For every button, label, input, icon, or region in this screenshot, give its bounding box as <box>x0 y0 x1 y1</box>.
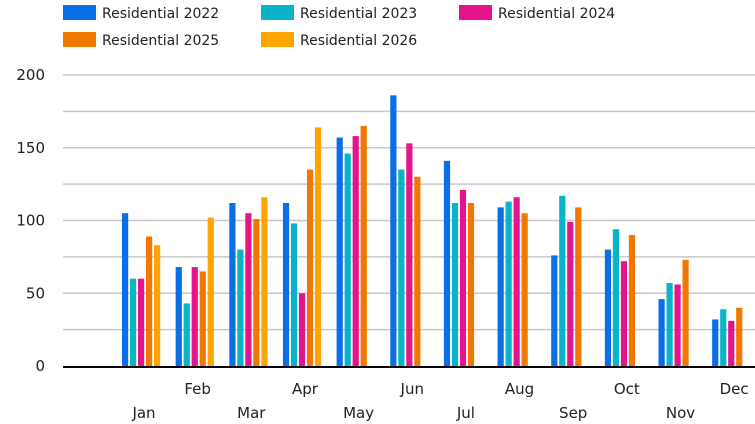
bar <box>736 307 743 366</box>
x-tick-label: Sep <box>559 404 587 422</box>
bar <box>282 203 290 366</box>
y-tick-label: 100 <box>16 212 45 230</box>
bar <box>122 213 129 366</box>
x-tick-label: Dec <box>720 380 749 398</box>
bar <box>575 207 582 366</box>
legend-swatch <box>261 32 294 47</box>
bar <box>551 255 558 366</box>
bar <box>207 217 214 366</box>
bar <box>245 213 252 366</box>
legend: Residential 2022 Residential 2023 Resident… <box>63 5 615 49</box>
bar <box>183 303 190 366</box>
bar <box>253 219 260 366</box>
x-tick-label: Nov <box>666 404 695 422</box>
bar <box>712 319 719 366</box>
bar <box>130 278 137 366</box>
bar <box>728 320 735 366</box>
x-tick-label: Oct <box>614 380 640 398</box>
bar <box>229 203 236 366</box>
bar <box>720 309 727 366</box>
bar <box>521 213 528 366</box>
legend-label: Residential 2022 <box>102 6 219 22</box>
y-tick-label: 50 <box>26 284 45 302</box>
bars <box>122 95 743 367</box>
x-tick-label: Jul <box>456 404 475 422</box>
legend-swatch <box>63 5 96 20</box>
bar <box>497 207 504 366</box>
bar <box>290 223 298 366</box>
bar <box>451 203 459 366</box>
bar <box>604 249 612 366</box>
x-axis-ticks: Jan Feb Mar Apr May Jun Jul Aug Sep Oct Nov Dec <box>131 380 748 422</box>
bar <box>191 267 198 366</box>
x-tick-label: Apr <box>292 380 319 398</box>
bar <box>666 283 673 366</box>
legend-label: Residential 2023 <box>300 6 417 22</box>
bar <box>658 299 665 366</box>
y-axis-ticks: 0 50 100 150 200 <box>16 66 45 375</box>
bar <box>175 267 182 366</box>
legend-swatch <box>261 5 294 20</box>
x-tick-label: May <box>343 404 374 422</box>
bar <box>443 160 451 366</box>
y-tick-label: 200 <box>16 66 45 84</box>
bar <box>138 278 145 366</box>
bar <box>298 293 306 366</box>
bar <box>199 271 206 366</box>
x-tick-label: Mar <box>237 404 266 422</box>
bar <box>559 195 566 366</box>
bar <box>352 136 359 366</box>
bar <box>682 259 689 366</box>
y-tick-label: 150 <box>16 139 45 157</box>
bar <box>336 137 343 366</box>
bar <box>467 203 475 366</box>
y-tick-label: 0 <box>35 357 45 375</box>
bar <box>146 236 153 366</box>
bar <box>620 261 628 366</box>
bar <box>154 245 161 366</box>
x-tick-label: Feb <box>184 380 211 398</box>
bar <box>390 95 397 367</box>
x-tick-label: Aug <box>505 380 534 398</box>
legend-swatch <box>459 5 492 20</box>
bar <box>459 189 467 366</box>
bar <box>344 153 351 366</box>
bar <box>314 127 322 366</box>
bar <box>567 221 574 366</box>
bar <box>628 235 636 366</box>
bar <box>360 125 367 366</box>
bar <box>398 169 405 366</box>
bar <box>612 229 620 366</box>
legend-label: Residential 2025 <box>102 33 219 49</box>
bar <box>237 249 244 366</box>
bar <box>513 197 520 366</box>
bar <box>406 143 413 366</box>
bar <box>505 201 512 366</box>
legend-label: Residential 2024 <box>498 6 615 22</box>
x-tick-label: Jun <box>400 380 424 398</box>
x-tick-label: Jan <box>131 404 155 422</box>
legend-swatch <box>63 32 96 47</box>
legend-label: Residential 2026 <box>300 33 417 49</box>
bar <box>674 284 681 366</box>
bar <box>306 169 314 366</box>
bar <box>261 197 268 366</box>
bar <box>414 176 421 366</box>
